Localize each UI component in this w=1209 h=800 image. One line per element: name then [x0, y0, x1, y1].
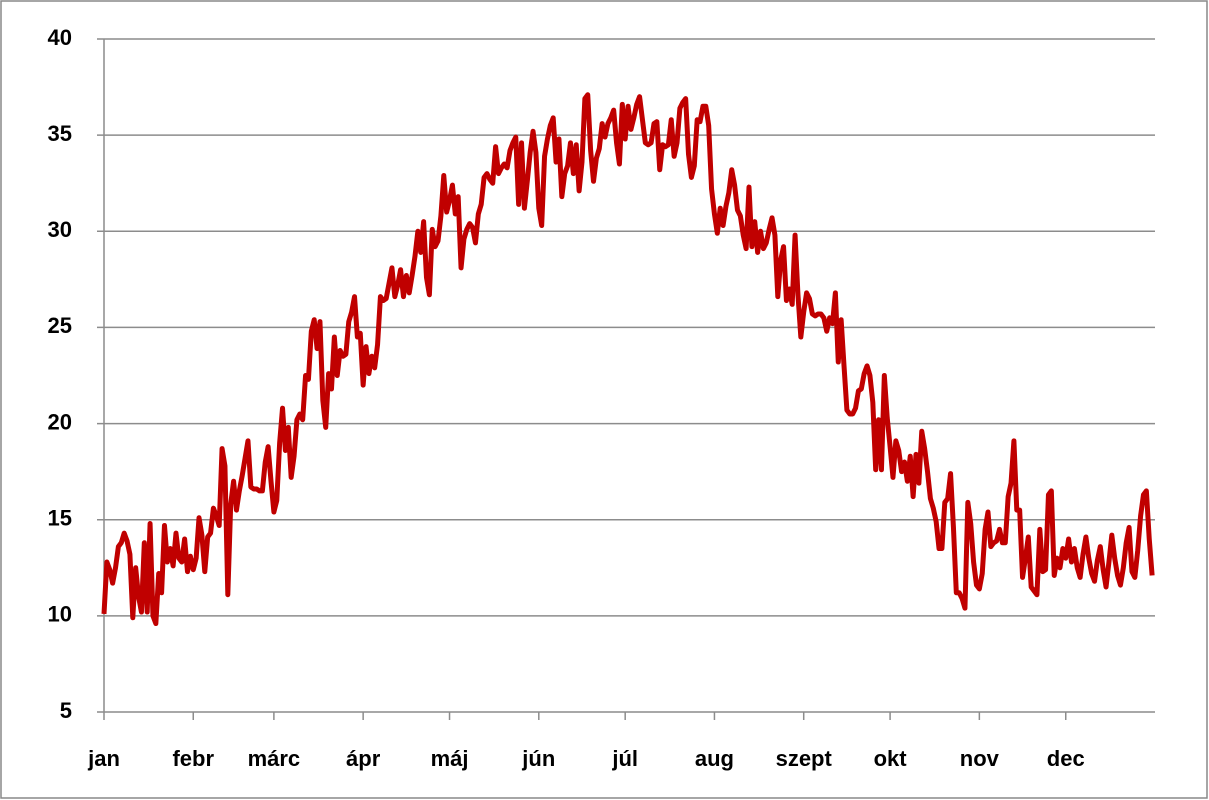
y-tick-label: 35 — [48, 121, 72, 146]
x-tick-label: júl — [611, 746, 638, 771]
x-tick-label: ápr — [346, 746, 381, 771]
x-tick-label: márc — [248, 746, 301, 771]
x-tick-label: aug — [695, 746, 734, 771]
x-tick-label: jan — [87, 746, 120, 771]
x-tick-label: máj — [431, 746, 469, 771]
x-tick-label: nov — [960, 746, 1000, 771]
y-tick-label: 10 — [48, 602, 72, 627]
y-tick-label: 40 — [48, 25, 72, 50]
y-tick-label: 30 — [48, 217, 72, 242]
data-line — [101, 92, 1155, 627]
y-tick-label: 20 — [48, 409, 72, 434]
x-tick-label: dec — [1047, 746, 1085, 771]
y-tick-label: 25 — [48, 313, 72, 338]
x-tick-label: szept — [776, 746, 833, 771]
x-tick-label: jún — [521, 746, 555, 771]
y-tick-label: 5 — [60, 698, 72, 723]
y-tick-label: 15 — [48, 506, 72, 531]
x-tick-label: febr — [172, 746, 214, 771]
x-tick-label: okt — [874, 746, 908, 771]
